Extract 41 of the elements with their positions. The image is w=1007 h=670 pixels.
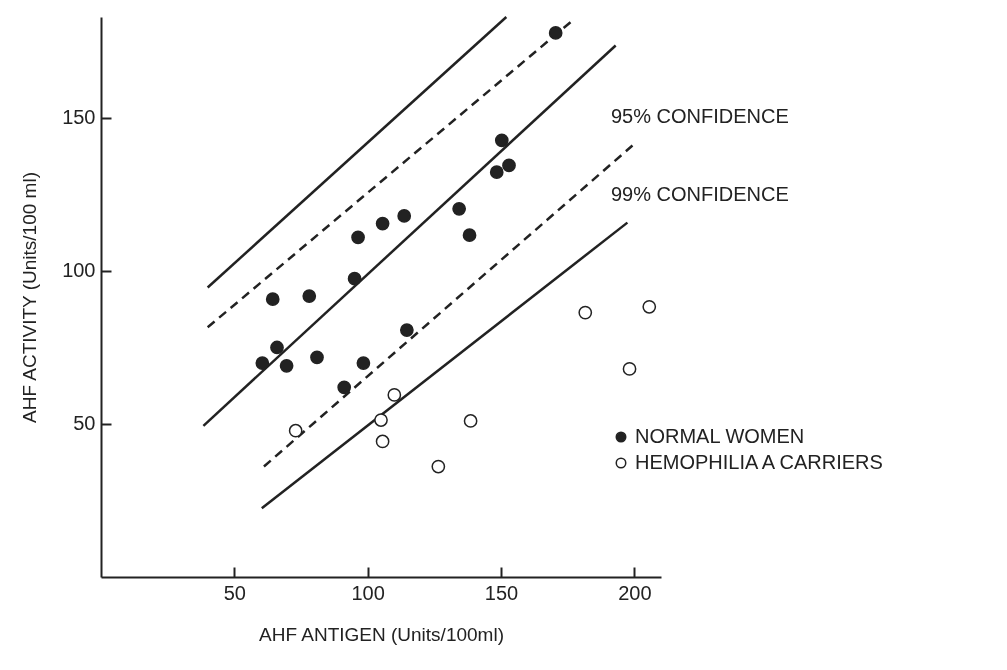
x-axis-title: AHF ANTIGEN (Units/100ml) [259, 623, 504, 645]
point [399, 323, 414, 337]
point [375, 434, 390, 449]
point [463, 414, 478, 428]
point [351, 230, 365, 245]
y-tick-label: 50 [73, 412, 96, 435]
point [374, 413, 388, 427]
point [265, 292, 280, 306]
point [347, 271, 362, 286]
x-tick-label: 50 [223, 581, 246, 604]
point [255, 356, 270, 370]
point [622, 362, 637, 376]
point [462, 228, 477, 243]
y-tick-label: 150 [62, 106, 96, 129]
x-tick-label: 150 [484, 581, 519, 604]
point [642, 299, 657, 314]
point [356, 356, 371, 370]
point [502, 158, 516, 173]
point [375, 216, 390, 231]
point [270, 340, 284, 355]
point [548, 26, 563, 40]
x-tick-label: 200 [618, 581, 652, 604]
legend-label: HEMOPHILIA A CARRIERS [635, 451, 883, 473]
point [279, 358, 294, 373]
point [494, 133, 509, 148]
point [387, 388, 402, 402]
point [310, 350, 324, 365]
point [578, 305, 593, 320]
annotation: 99% CONFIDENCE [611, 183, 789, 205]
x-tick-label: 100 [351, 581, 385, 604]
point [489, 165, 504, 180]
y-axis-title: AHF ACTIVITY (Units/100 ml) [19, 172, 41, 423]
point [452, 202, 467, 216]
legend-label: NORMAL WOMEN [635, 425, 805, 447]
annotation: 95% CONFIDENCE [611, 105, 789, 127]
point [288, 423, 303, 438]
point [337, 380, 352, 395]
point [397, 209, 412, 223]
point [431, 459, 446, 474]
point [302, 289, 317, 303]
y-tick-label: 100 [62, 259, 96, 282]
